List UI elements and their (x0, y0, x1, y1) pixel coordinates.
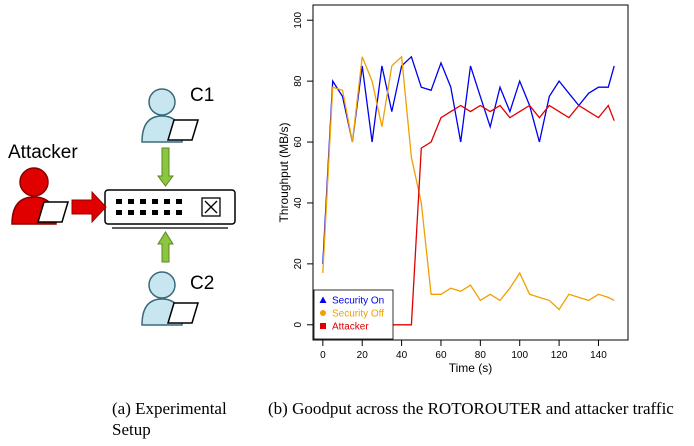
y-tick-label: 100 (293, 11, 304, 28)
x-tick-label: 60 (435, 350, 447, 361)
legend-label: Security On (332, 296, 384, 307)
plot-frame (312, 4, 629, 341)
x-tick-label: 20 (357, 350, 369, 361)
legend-marker (320, 323, 326, 329)
x-tick-label: 120 (551, 350, 568, 361)
x-tick-label: 40 (396, 350, 408, 361)
client-c2 (141, 271, 200, 326)
x-tick-label: 140 (590, 350, 607, 361)
switch (104, 189, 236, 229)
node-label: Attacker (8, 142, 78, 163)
attacker-icon (11, 167, 70, 225)
caption: (a) Experimental Setup (112, 399, 227, 439)
node-label: C1 (190, 85, 214, 106)
legend-marker (320, 310, 326, 316)
y-axis-label: Throughput (MB/s) (277, 122, 291, 222)
link-arrows (157, 147, 174, 263)
chart: 0 20 40 60 80 100 0 20 40 60 80 100 120 140 Time (s) Th… (277, 4, 629, 375)
legend-label: Security Off (332, 309, 384, 320)
y-tick-label: 0 (293, 322, 304, 328)
legend-marker (319, 296, 327, 303)
figure-graphics: C1 Attacker C2 0 20 40 60 80 100 0 20 40 60 80 100 1… (8, 4, 629, 375)
y-tick-label: 60 (293, 136, 304, 148)
y-tick-label: 80 (293, 75, 304, 87)
series-line (322, 55, 615, 311)
attack-arrow (71, 190, 107, 224)
x-tick-label: 0 (320, 350, 326, 361)
series-line (322, 55, 615, 264)
x-tick-label: 100 (511, 350, 528, 361)
legend-label: Attacker (332, 322, 369, 333)
x-axis-label: Time (s) (449, 361, 493, 375)
caption: (b) Goodput across the ROTOROUTER and at… (268, 399, 674, 418)
legend-box (313, 289, 394, 340)
y-tick-label: 20 (293, 258, 304, 270)
y-tick-label: 40 (293, 197, 304, 209)
client-c1 (141, 88, 200, 143)
x-tick-label: 80 (475, 350, 487, 361)
node-label: C2 (190, 273, 214, 294)
